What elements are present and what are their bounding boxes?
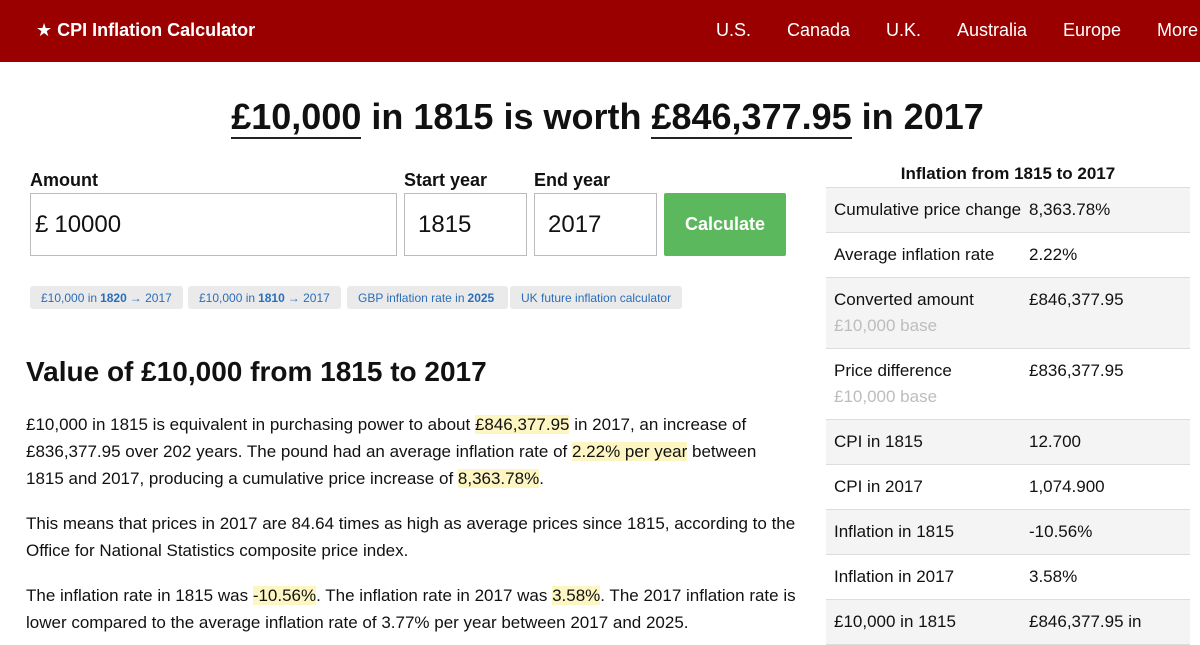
headline-end-text: in 2017 xyxy=(851,96,984,137)
highlight-inflation-end: 3.58% xyxy=(552,586,601,605)
quick-link-text: £10,000 in xyxy=(41,290,98,305)
table-row: Inflation in 2017 3.58% xyxy=(826,555,1190,600)
quick-link-year: 2025 xyxy=(467,290,495,305)
highlight-cumulative-change: 8,363.78% xyxy=(457,469,540,488)
row-sublabel: £10,000 base xyxy=(834,387,938,406)
headline-result: £846,377.95 xyxy=(651,96,852,139)
highlight-converted-amount: £846,377.95 xyxy=(474,415,570,434)
paragraph-text: The inflation rate in 1815 was xyxy=(26,586,253,605)
row-label: CPI in 1815 xyxy=(834,432,923,451)
row-label: Cumulative price change xyxy=(834,200,1022,219)
inflation-rate-paragraph: The inflation rate in 1815 was -10.56%. … xyxy=(26,582,796,636)
quick-link-text: £10,000 in xyxy=(199,290,256,305)
section-title: Value of £10,000 from 1815 to 2017 xyxy=(26,356,487,387)
summary-table-title: Inflation from 1815 to 2017 xyxy=(826,160,1190,188)
row-value: 12.700 xyxy=(1029,432,1081,451)
amount-input[interactable]: £ 10000 xyxy=(30,193,397,256)
quick-link-text: UK future inflation calculator xyxy=(521,290,672,305)
currency-symbol: £ xyxy=(35,210,49,238)
nav-link-canada[interactable]: Canada xyxy=(787,20,851,40)
summary-paragraph: £10,000 in 1815 is equivalent in purchas… xyxy=(26,411,796,492)
row-label: CPI in 2017 xyxy=(834,477,923,496)
paragraph-text: . The 2017 inflation rate is lower compa… xyxy=(26,586,796,632)
nav-link-us[interactable]: U.S. xyxy=(716,20,752,40)
nav-link-australia[interactable]: Australia xyxy=(957,20,1028,40)
row-label: Average inflation rate xyxy=(834,245,995,264)
table-row: Inflation in 1815 -10.56% xyxy=(826,510,1190,555)
table-row: Converted amount £10,000 base £846,377.9… xyxy=(826,278,1190,349)
paragraph-text: . xyxy=(539,469,544,488)
table-row: Average inflation rate 2.22% xyxy=(826,233,1190,278)
quick-link-text: GBP inflation rate in xyxy=(358,290,465,305)
quick-link-year: 1810 xyxy=(258,290,285,305)
paragraph-text: £10,000 in 1815 is equivalent in purchas… xyxy=(26,415,475,434)
brand-logo-link[interactable]: ★ CPI Inflation Calculator xyxy=(36,20,256,40)
top-navbar: ★ CPI Inflation Calculator U.S. Canada U… xyxy=(0,0,1200,62)
amount-value: 10000 xyxy=(54,210,122,238)
quick-link-year: 1820 xyxy=(100,290,127,305)
row-value: 3.58% xyxy=(1029,567,1078,586)
amount-label: Amount xyxy=(30,170,98,190)
highlight-average-rate: 2.22% per year xyxy=(571,442,688,461)
headline-middle-text: in 1815 is worth xyxy=(361,96,652,137)
row-label: Inflation in 1815 xyxy=(834,522,955,541)
row-label: Converted amount £10,000 base xyxy=(834,287,1029,339)
table-row: CPI in 1815 12.700 xyxy=(826,420,1190,465)
table-row: Cumulative price change 8,363.78% xyxy=(826,188,1190,233)
calculate-button[interactable]: Calculate xyxy=(664,193,786,256)
row-value: £836,377.95 xyxy=(1029,361,1124,380)
row-label: Price difference £10,000 base xyxy=(834,358,1029,410)
row-value: 1,074.900 xyxy=(1029,477,1105,496)
quick-link-text: → 2017 xyxy=(287,290,330,305)
start-year-input[interactable]: 1815 xyxy=(404,193,527,256)
table-row: Price difference £10,000 base £836,377.9… xyxy=(826,349,1190,420)
row-value: 8,363.78% xyxy=(1029,200,1111,219)
row-value: 2.22% xyxy=(1029,245,1078,264)
row-label-text: Price difference xyxy=(834,361,952,380)
inflation-summary-table: Inflation from 1815 to 2017 Cumulative p… xyxy=(826,160,1190,645)
nav-link-europe[interactable]: Europe xyxy=(1063,20,1122,40)
row-label: £10,000 in 1815 xyxy=(834,612,956,631)
row-label: Inflation in 2017 xyxy=(834,567,955,586)
table-row: CPI in 2017 1,074.900 xyxy=(826,465,1190,510)
page-title: £10,000 in 1815 is worth £846,377.95 in … xyxy=(0,96,1200,139)
highlight-inflation-start: -10.56% xyxy=(252,586,317,605)
quick-link-text: → 2017 xyxy=(129,290,172,305)
end-year-label: End year xyxy=(534,170,611,190)
nav-link-more[interactable]: More xyxy=(1157,20,1199,40)
row-value: £846,377.95 in xyxy=(1029,612,1142,631)
quick-link-1810[interactable]: £10,000 in 1810 → 2017 xyxy=(188,286,341,309)
row-sublabel: £10,000 base xyxy=(834,316,938,335)
paragraph-text: in 2017, an increase of £836,377.95 over… xyxy=(26,415,747,461)
prices-paragraph: This means that prices in 2017 are 84.64… xyxy=(26,514,796,560)
quick-link-gbp-2025[interactable]: GBP inflation rate in 2025 xyxy=(347,286,509,309)
quick-link-1820[interactable]: £10,000 in 1820 → 2017 xyxy=(30,286,183,309)
quick-link-future-calculator[interactable]: UK future inflation calculator xyxy=(510,286,683,309)
paragraph-text: between 1815 and 2017, producing a cumul… xyxy=(26,442,757,488)
end-year-input[interactable]: 2017 xyxy=(534,193,657,256)
nav-link-uk[interactable]: U.K. xyxy=(886,20,922,40)
row-value: -10.56% xyxy=(1029,522,1093,541)
paragraph-text: . The inflation rate in 2017 was xyxy=(316,586,553,605)
row-label-text: Converted amount xyxy=(834,290,974,309)
row-value: £846,377.95 xyxy=(1029,290,1124,309)
start-year-label: Start year xyxy=(404,170,488,190)
headline-amount: £10,000 xyxy=(231,96,362,139)
table-row: £10,000 in 1815 £846,377.95 in xyxy=(826,600,1190,645)
